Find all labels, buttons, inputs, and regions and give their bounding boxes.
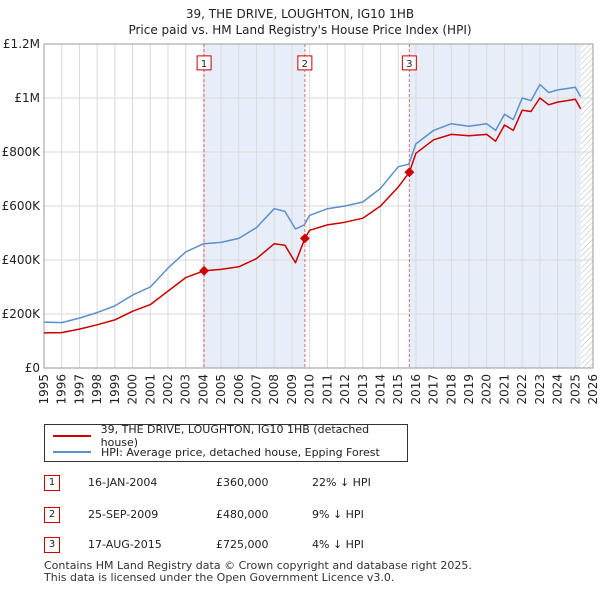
x-tick-label: 2025 <box>568 374 582 405</box>
x-tick-label: 2023 <box>533 374 547 405</box>
transaction-date: 16-JAN-2004 <box>88 476 158 489</box>
legend-item-hpi: HPI: Average price, detached house, Eppi… <box>53 445 380 459</box>
x-tick-label: 2006 <box>232 374 246 405</box>
transaction-number: 3 <box>44 537 60 553</box>
y-tick-label: £800K <box>2 145 42 159</box>
x-tick-label: 1996 <box>55 374 69 405</box>
hpi-series-line <box>43 83 582 324</box>
x-tick-label: 2004 <box>196 374 210 405</box>
x-tick-label: 2016 <box>409 374 423 405</box>
chart-title-line1: 39, THE DRIVE, LOUGHTON, IG10 1HB <box>185 7 415 21</box>
transaction-number: 1 <box>44 475 60 491</box>
footer-line1: Contains HM Land Registry data © Crown c… <box>44 559 472 572</box>
footer-line2: This data is licensed under the Open Gov… <box>44 571 395 584</box>
transaction-number: 2 <box>44 507 60 523</box>
x-tick-label: 2018 <box>444 374 458 405</box>
y-tick-label: £1.2M <box>3 37 40 51</box>
transaction-price: £360,000 <box>216 476 269 489</box>
x-tick-label: 2010 <box>303 374 317 405</box>
property-series-line <box>43 97 582 334</box>
x-tick-label: 2015 <box>391 374 405 405</box>
x-tick-label: 2014 <box>373 374 387 405</box>
x-tick-label: 2002 <box>161 374 175 405</box>
plot-frame <box>43 43 594 369</box>
transaction-hpi-diff: 9% ↓ HPI <box>312 508 364 521</box>
legend-item-property: 39, THE DRIVE, LOUGHTON, IG10 1HB (detac… <box>53 423 407 449</box>
x-tick-label: 2024 <box>551 374 565 405</box>
x-tick-label: 2022 <box>515 374 529 405</box>
x-tick-label: 2013 <box>356 374 370 405</box>
x-tick-label: 2019 <box>462 374 476 405</box>
chart-title-line2: Price paid vs. HM Land Registry's House … <box>128 23 472 37</box>
transaction-price: £725,000 <box>216 538 269 551</box>
sale-point <box>404 167 415 178</box>
y-tick-label: £400K <box>2 253 42 267</box>
transaction-hpi-diff: 22% ↓ HPI <box>312 476 371 489</box>
x-tick-label: 2000 <box>126 374 140 405</box>
x-tick-label: 2026 <box>586 374 600 405</box>
legend-hpi-swatch <box>53 451 91 453</box>
x-tick-label: 2020 <box>480 374 494 405</box>
transaction-date: 25-SEP-2009 <box>88 508 159 521</box>
x-tick-label: 1997 <box>72 374 86 405</box>
transaction-date: 17-AUG-2015 <box>88 538 162 551</box>
sale-marker-label: 3 <box>406 59 412 70</box>
sale-marker-box <box>297 55 313 71</box>
y-tick-label: £1M <box>14 91 40 105</box>
x-tick-label: 2009 <box>285 374 299 405</box>
transaction-hpi-diff: 4% ↓ HPI <box>312 538 364 551</box>
sale-marker-label: 1 <box>201 59 207 70</box>
x-tick-label: 2017 <box>427 374 441 405</box>
x-tick-label: 2008 <box>267 374 281 405</box>
x-tick-label: 2001 <box>143 374 157 405</box>
x-tick-label: 2007 <box>250 374 264 405</box>
x-tick-label: 1998 <box>90 374 104 405</box>
y-tick-label: £600K <box>2 199 42 213</box>
sale-marker-box <box>196 55 212 71</box>
transaction-price: £480,000 <box>216 508 269 521</box>
x-tick-label: 2012 <box>338 374 352 405</box>
x-tick-label: 1995 <box>37 374 51 405</box>
transaction-row: 3 17-AUG-2015 £725,000 4% ↓ HPI <box>44 537 600 557</box>
y-tick-label: £200K <box>2 307 42 321</box>
legend-property-label: 39, THE DRIVE, LOUGHTON, IG10 1HB (detac… <box>100 423 370 449</box>
transaction-row: 2 25-SEP-2009 £480,000 9% ↓ HPI <box>44 507 600 527</box>
sale-marker-box <box>401 55 417 71</box>
chart-title: 39, THE DRIVE, LOUGHTON, IG10 1HB Price … <box>0 6 600 38</box>
y-tick-label: £0 <box>25 361 40 375</box>
legend-property-swatch <box>53 435 91 437</box>
sale-point <box>199 265 210 276</box>
x-tick-label: 2011 <box>320 374 334 405</box>
legend-hpi-label: HPI: Average price, detached house, Eppi… <box>101 445 380 459</box>
transaction-row: 1 16-JAN-2004 £360,000 22% ↓ HPI <box>44 475 600 495</box>
sale-point <box>299 233 310 244</box>
sale-marker-label: 2 <box>302 59 308 70</box>
x-tick-label: 1999 <box>108 374 122 405</box>
x-tick-label: 2021 <box>497 374 511 405</box>
x-tick-label: 2003 <box>179 374 193 405</box>
footer-attribution: Contains HM Land Registry data © Crown c… <box>44 560 472 584</box>
chart-legend: 39, THE DRIVE, LOUGHTON, IG10 1HB (detac… <box>44 423 408 462</box>
x-tick-label: 2005 <box>214 374 228 405</box>
